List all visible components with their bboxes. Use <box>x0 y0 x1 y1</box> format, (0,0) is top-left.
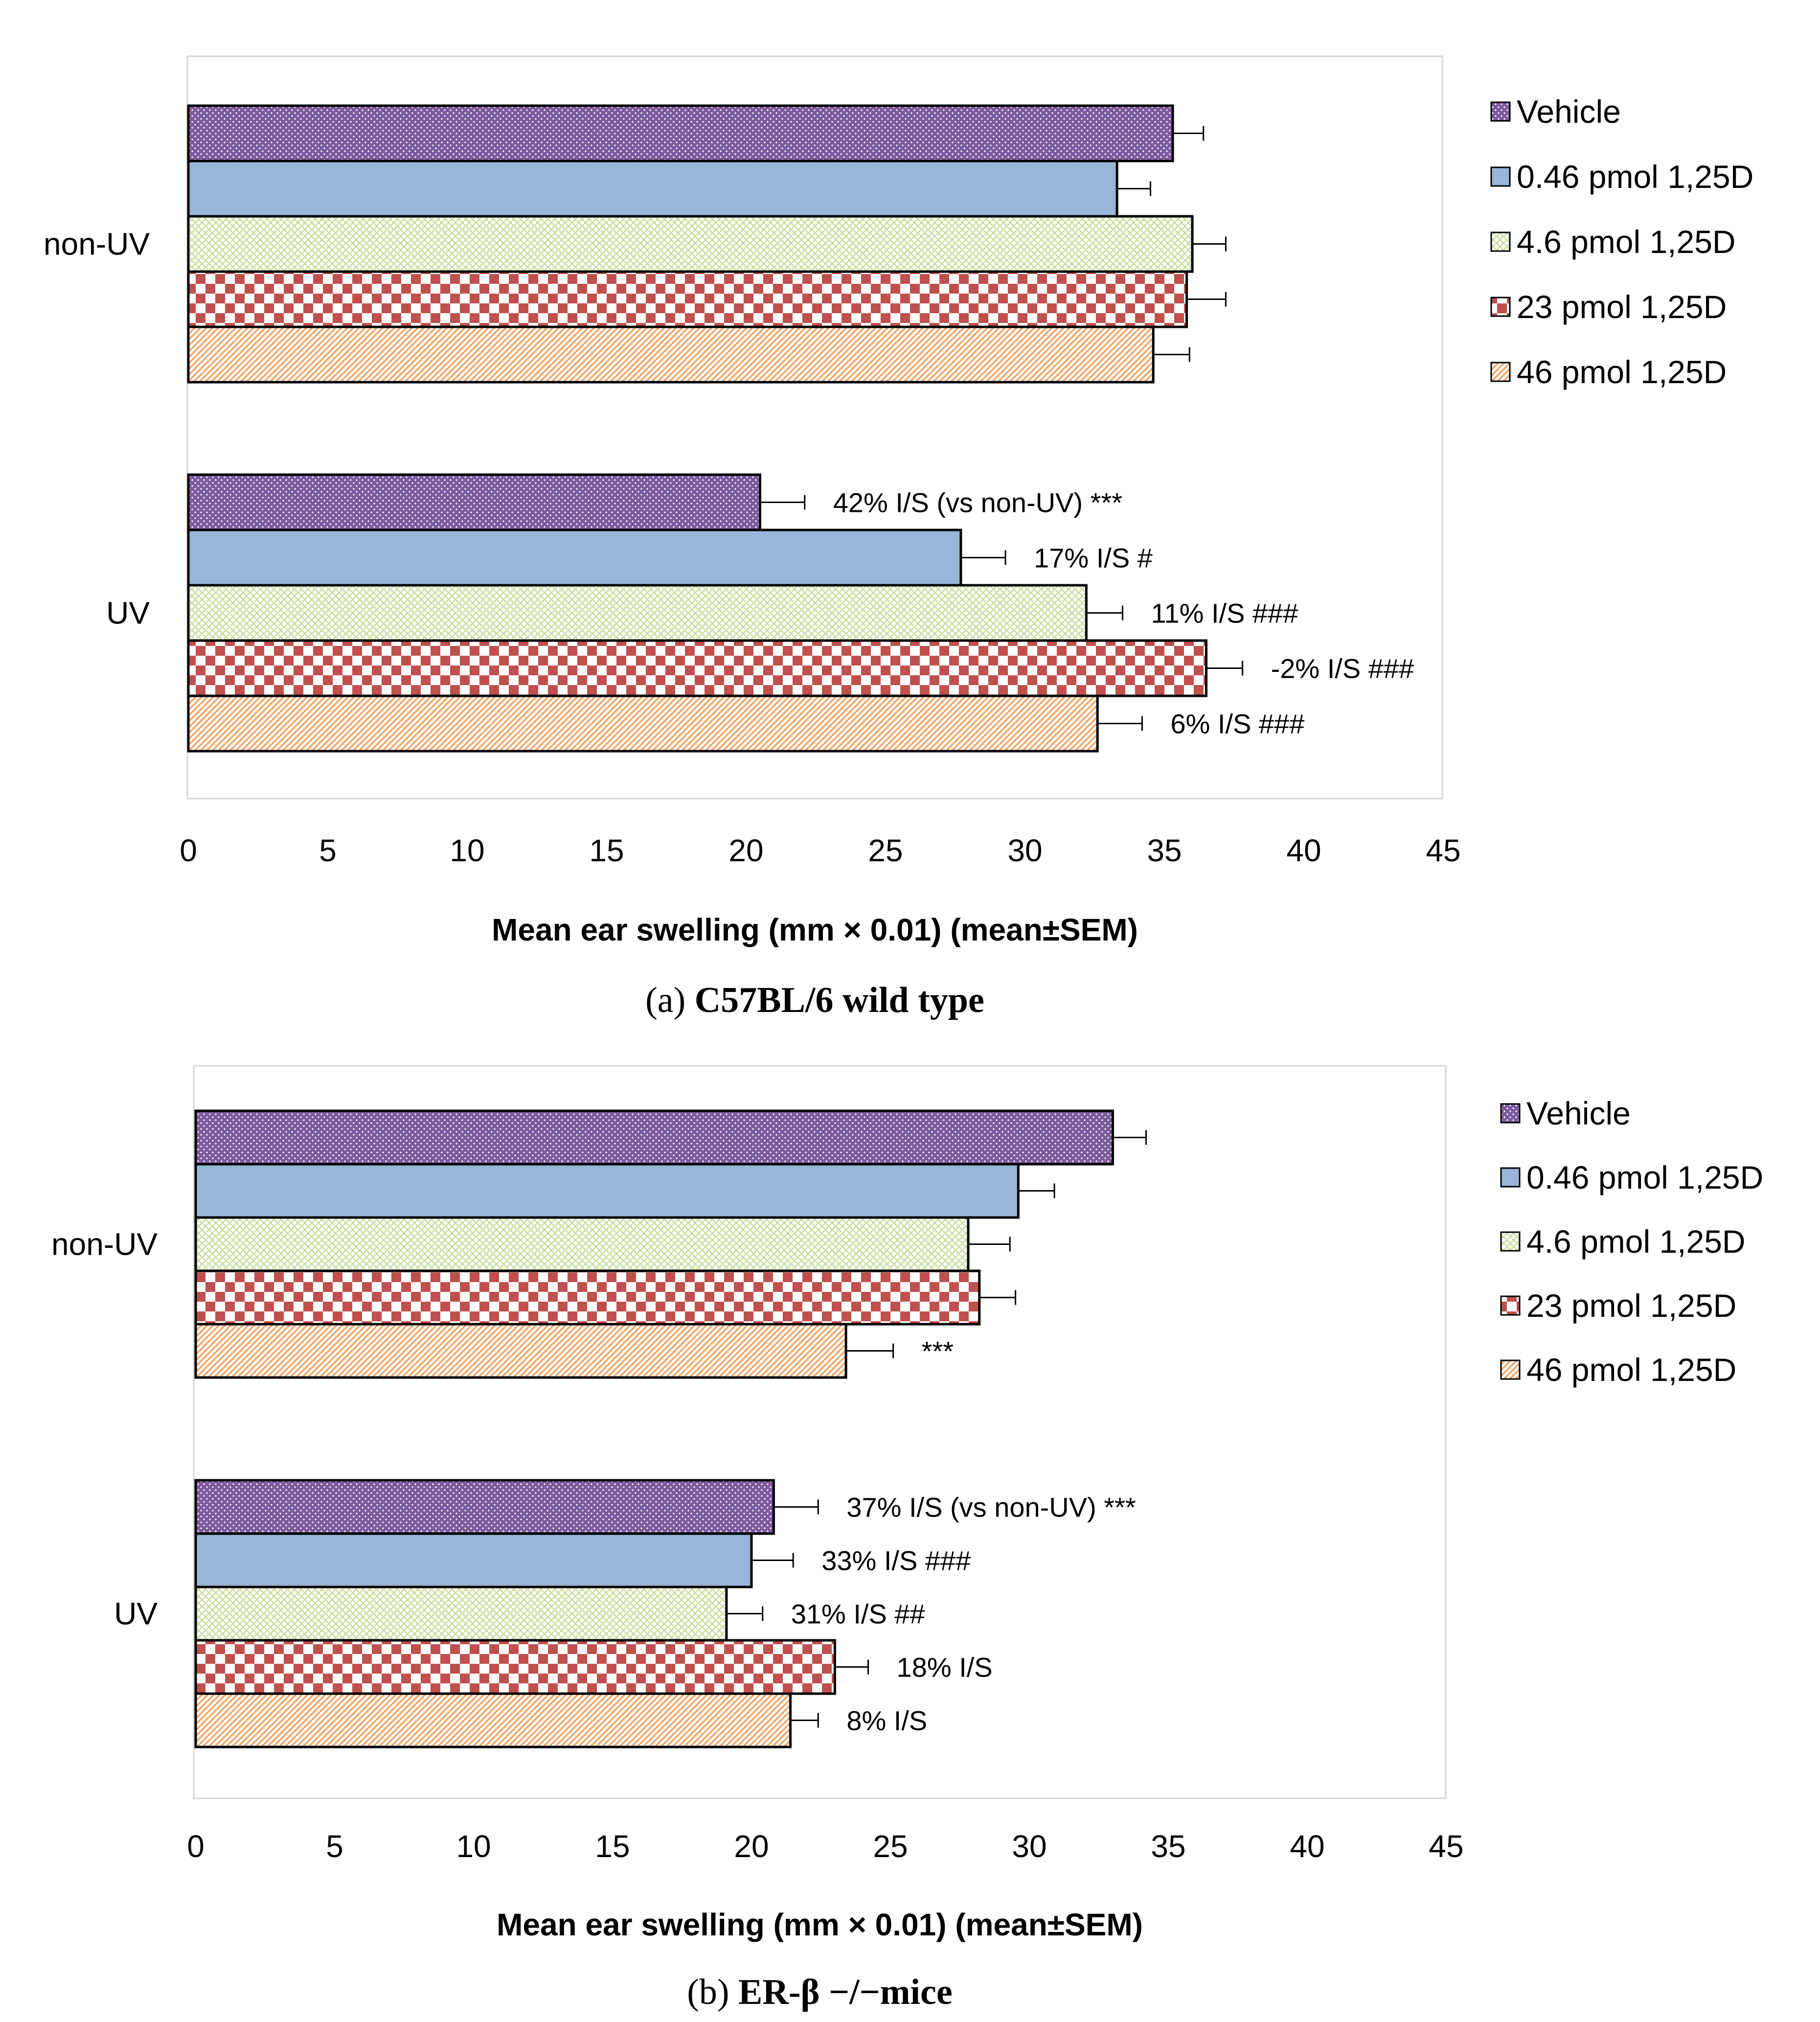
category-label: non-UV <box>44 227 150 262</box>
bar <box>187 639 1207 697</box>
x-tick-label: 15 <box>595 1829 630 1864</box>
bar <box>187 270 1188 328</box>
legend-swatch <box>1490 362 1511 382</box>
bar <box>194 1479 775 1535</box>
x-tick-label: 30 <box>1012 1829 1046 1864</box>
category-label: non-UV <box>51 1227 158 1262</box>
panel-a: 0 5 10 15 20 25 30 35 40 45 non-UV UV 42% I/S (vs no… <box>44 55 1753 1020</box>
category-label: UV <box>114 1596 158 1631</box>
bar <box>194 1109 1114 1166</box>
x-axis-title: Mean ear swelling (mm × 0.01) (mean±SEM) <box>492 912 1138 947</box>
legend-swatch <box>1500 1167 1521 1188</box>
x-tick-label: 15 <box>589 833 624 868</box>
bar-annotation: 31% I/S ## <box>791 1599 925 1630</box>
legend-label: 46 pmol 1,25D <box>1526 1352 1736 1388</box>
x-tick-label: 0 <box>187 1829 205 1864</box>
bar <box>194 1639 836 1695</box>
legend-label: 23 pmol 1,25D <box>1526 1287 1736 1324</box>
bar-annotation: 8% I/S <box>846 1705 927 1736</box>
x-tick-label: 35 <box>1151 1829 1185 1864</box>
x-axis-title: Mean ear swelling (mm × 0.01) (mean±SEM) <box>497 1907 1143 1942</box>
bar <box>194 1585 728 1642</box>
plot-area <box>186 55 1443 800</box>
legend-label: Vehicle <box>1517 93 1621 130</box>
legend-label: 23 pmol 1,25D <box>1517 289 1727 325</box>
bar <box>194 1692 792 1748</box>
x-tick-label: 10 <box>456 1829 491 1864</box>
x-tick-label: 45 <box>1429 1829 1463 1864</box>
bar-annotation: 37% I/S (vs non-UV) *** <box>846 1492 1136 1523</box>
x-tick-label: 20 <box>728 833 763 868</box>
legend-label: Vehicle <box>1526 1095 1631 1131</box>
bar <box>187 160 1118 218</box>
x-tick-label: 45 <box>1426 833 1460 868</box>
legend-swatch <box>1500 1231 1521 1252</box>
x-tick-label: 20 <box>734 1829 769 1864</box>
bar <box>194 1163 1020 1219</box>
x-tick-label: 30 <box>1007 833 1042 868</box>
bar-annotation: 11% I/S ### <box>1151 598 1298 629</box>
bar-annotation: 17% I/S # <box>1034 543 1153 574</box>
bar <box>187 473 761 531</box>
bar-annotation: 6% I/S ### <box>1170 709 1304 739</box>
x-tick-label: 0 <box>180 833 197 868</box>
bar <box>194 1532 753 1588</box>
bar <box>187 104 1174 162</box>
bar <box>187 325 1155 384</box>
panel-b: 0 5 10 15 20 25 30 35 40 45 non-UV *** UV 37% I/S (vs… <box>51 1065 1763 2012</box>
panel-caption: (a) C57BL/6 wild type <box>645 980 984 1020</box>
bar <box>194 1216 970 1272</box>
legend-swatch <box>1490 166 1511 187</box>
x-tick-label: 40 <box>1286 833 1321 868</box>
bar <box>194 1323 847 1379</box>
x-tick-label: 5 <box>319 833 337 868</box>
bar <box>187 215 1194 273</box>
bar <box>187 694 1099 753</box>
legend-swatch <box>1500 1359 1521 1380</box>
legend-swatch <box>1490 297 1511 317</box>
x-tick-label: 25 <box>873 1829 908 1864</box>
bar-annotation: 42% I/S (vs non-UV) *** <box>833 487 1122 518</box>
bar-annotation: *** <box>922 1336 954 1367</box>
bar <box>187 528 962 587</box>
x-tick-label: 40 <box>1290 1829 1324 1864</box>
bar <box>194 1269 981 1326</box>
legend-label: 4.6 pmol 1,25D <box>1526 1223 1746 1260</box>
bar-annotation: 18% I/S <box>897 1652 993 1683</box>
bar-annotation: -2% I/S ### <box>1271 653 1414 684</box>
x-tick-label: 35 <box>1147 833 1182 868</box>
category-label: UV <box>106 596 150 631</box>
legend-label: 46 pmol 1,25D <box>1517 354 1727 390</box>
x-tick-label: 10 <box>450 833 484 868</box>
panel-caption: (b) ER-β −/−mice <box>687 1972 953 2012</box>
x-tick-label: 5 <box>326 1829 343 1864</box>
legend-swatch <box>1490 101 1511 122</box>
legend-swatch <box>1500 1295 1521 1316</box>
bar-annotation: 33% I/S ### <box>821 1545 971 1576</box>
legend-swatch <box>1500 1103 1521 1124</box>
legend-label: 0.46 pmol 1,25D <box>1526 1159 1763 1195</box>
legend-label: 0.46 pmol 1,25D <box>1517 159 1753 195</box>
legend-swatch <box>1490 231 1511 252</box>
plot-area <box>193 1065 1447 1799</box>
x-tick-label: 25 <box>868 833 903 868</box>
legend-label: 4.6 pmol 1,25D <box>1517 224 1736 260</box>
bar <box>187 584 1088 642</box>
